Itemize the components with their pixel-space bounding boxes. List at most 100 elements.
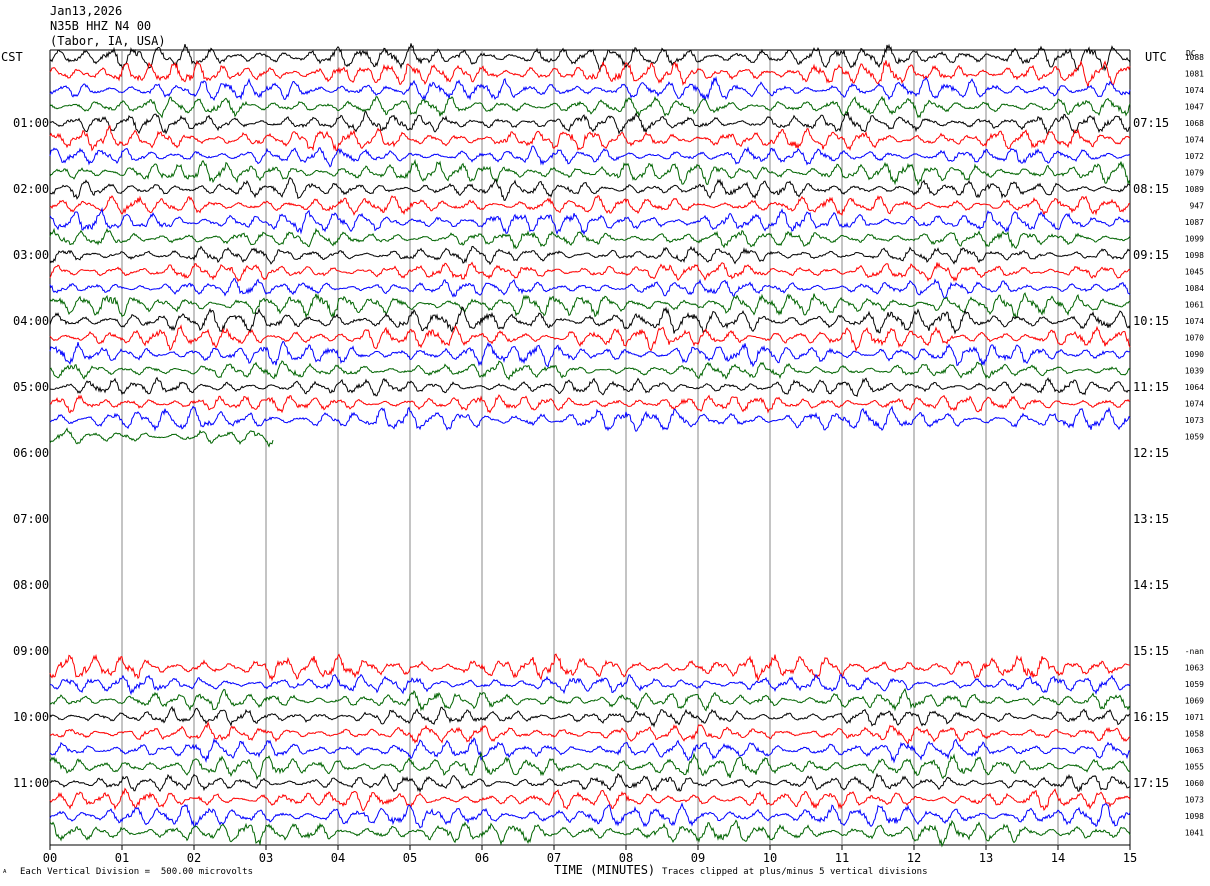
- seismic-trace: [49, 405, 1131, 433]
- seismic-trace: [49, 787, 1131, 812]
- seismic-trace: [49, 720, 1131, 746]
- dc-offset-value: 1059: [1185, 433, 1204, 442]
- x-tick-label: 03: [259, 851, 273, 865]
- dc-offset-value: 1079: [1185, 169, 1204, 178]
- seismic-trace: [49, 59, 1131, 88]
- dc-offset-value: 1088: [1185, 53, 1204, 62]
- dc-offset-value: 1074: [1185, 400, 1204, 409]
- seismic-trace: [49, 145, 1131, 168]
- seismic-trace: [49, 245, 1131, 266]
- dc-offset-value: 1059: [1185, 680, 1204, 689]
- cst-hour-label: 01:00: [13, 116, 49, 130]
- dc-offset-value: 1045: [1185, 268, 1204, 277]
- dc-offset-value: 1073: [1185, 796, 1204, 805]
- dc-offset-value: 1068: [1185, 119, 1204, 128]
- header-date: Jan13,2026: [50, 4, 123, 18]
- x-tick-label: 00: [43, 851, 57, 865]
- dc-offset-value: 1063: [1185, 664, 1204, 673]
- dc-offset-value: 1069: [1185, 697, 1204, 706]
- x-tick-label: 10: [763, 851, 777, 865]
- x-tick-label: 12: [907, 851, 921, 865]
- dc-offset-value: 1089: [1185, 185, 1204, 194]
- dc-offset-value: -nan: [1185, 647, 1204, 656]
- cst-hour-label: 10:00: [13, 710, 49, 724]
- dc-offset-value: 1061: [1185, 301, 1204, 310]
- x-tick-label: 04: [331, 851, 345, 865]
- seismic-trace: [49, 227, 1131, 250]
- dc-offset-value: 1081: [1185, 70, 1204, 79]
- utc-hour-label: 17:15: [1133, 776, 1169, 790]
- seismic-trace: [49, 158, 1131, 187]
- seismic-trace: [49, 261, 1131, 283]
- x-tick-label: 05: [403, 851, 417, 865]
- seismic-trace: [49, 206, 1131, 236]
- x-tick-label: 08: [619, 851, 633, 865]
- dc-offset-value: 1063: [1185, 746, 1204, 755]
- utc-hour-label: 16:15: [1133, 710, 1169, 724]
- right-timezone-label: UTC: [1145, 50, 1167, 64]
- dc-offset-value: 1087: [1185, 218, 1204, 227]
- seismic-trace: [49, 751, 1131, 781]
- cst-hour-label: 09:00: [13, 644, 49, 658]
- utc-hour-label: 10:15: [1133, 314, 1169, 328]
- seismic-trace: [49, 306, 1131, 335]
- dc-offset-value: 1090: [1185, 350, 1204, 359]
- seismic-trace: [49, 43, 1131, 73]
- x-tick-label: 14: [1051, 851, 1065, 865]
- seismic-trace: [49, 75, 1131, 101]
- seismic-trace: [49, 687, 1131, 712]
- seismic-trace: [49, 195, 1131, 217]
- header-channel: N35B HHZ N4 00: [50, 19, 152, 33]
- utc-hour-label: 08:15: [1133, 182, 1169, 196]
- dc-offset-value: 1084: [1185, 284, 1204, 293]
- utc-hour-label: 09:15: [1133, 248, 1169, 262]
- cst-hour-label: 05:00: [13, 380, 49, 394]
- seismic-trace: [49, 360, 1131, 381]
- seismic-trace: [49, 772, 1131, 794]
- dc-offset-value: 1071: [1185, 713, 1204, 722]
- dc-offset-value: 1098: [1185, 812, 1204, 821]
- dc-offset-value: 1060: [1185, 779, 1204, 788]
- x-tick-label: 13: [979, 851, 993, 865]
- x-tick-label: 09: [691, 851, 705, 865]
- dc-offset-value: 1058: [1185, 730, 1204, 739]
- x-tick-label: 15: [1123, 851, 1137, 865]
- x-tick-label: 01: [115, 851, 129, 865]
- dc-offset-value: 1099: [1185, 235, 1204, 244]
- header-location: (Tabor, IA, USA): [50, 34, 166, 48]
- cst-hour-label: 08:00: [13, 578, 49, 592]
- cst-hour-label: 04:00: [13, 314, 49, 328]
- dc-offset-value: 1074: [1185, 86, 1204, 95]
- corner-mark: ᴬ: [2, 869, 8, 879]
- x-tick-label: 02: [187, 851, 201, 865]
- dc-offset-value: 1074: [1185, 136, 1204, 145]
- dc-offset-value: 1073: [1185, 416, 1204, 425]
- dc-offset-value: 1070: [1185, 334, 1204, 343]
- x-axis-title: TIME (MINUTES): [554, 863, 656, 877]
- seismic-trace: [49, 394, 1131, 414]
- utc-hour-label: 12:15: [1133, 446, 1169, 460]
- cst-hour-label: 11:00: [13, 776, 49, 790]
- seismic-trace: [49, 125, 1131, 152]
- clipping-note: Traces clipped at plus/minus 5 vertical …: [662, 867, 928, 877]
- dc-offset-value: 1098: [1185, 251, 1204, 260]
- seismic-trace: [49, 277, 1131, 299]
- seismic-trace: [49, 673, 1131, 696]
- seismic-trace: [49, 324, 1131, 353]
- seismic-trace: [49, 819, 1131, 848]
- seismic-trace: [49, 176, 1131, 201]
- dc-offset-value: 1039: [1185, 367, 1204, 376]
- cst-hour-label: 02:00: [13, 182, 49, 196]
- dc-offset-value: 947: [1190, 202, 1205, 211]
- seismic-trace: [49, 653, 1131, 683]
- seismic-trace: [49, 95, 1131, 119]
- dc-offset-value: 1072: [1185, 152, 1204, 161]
- x-tick-label: 11: [835, 851, 849, 865]
- seismic-trace: [49, 376, 1131, 398]
- dc-offset-value: 1055: [1185, 763, 1204, 772]
- seismic-trace: [49, 802, 1131, 829]
- cst-hour-label: 03:00: [13, 248, 49, 262]
- left-timezone-label: CST: [1, 50, 23, 64]
- x-tick-label: 07: [547, 851, 561, 865]
